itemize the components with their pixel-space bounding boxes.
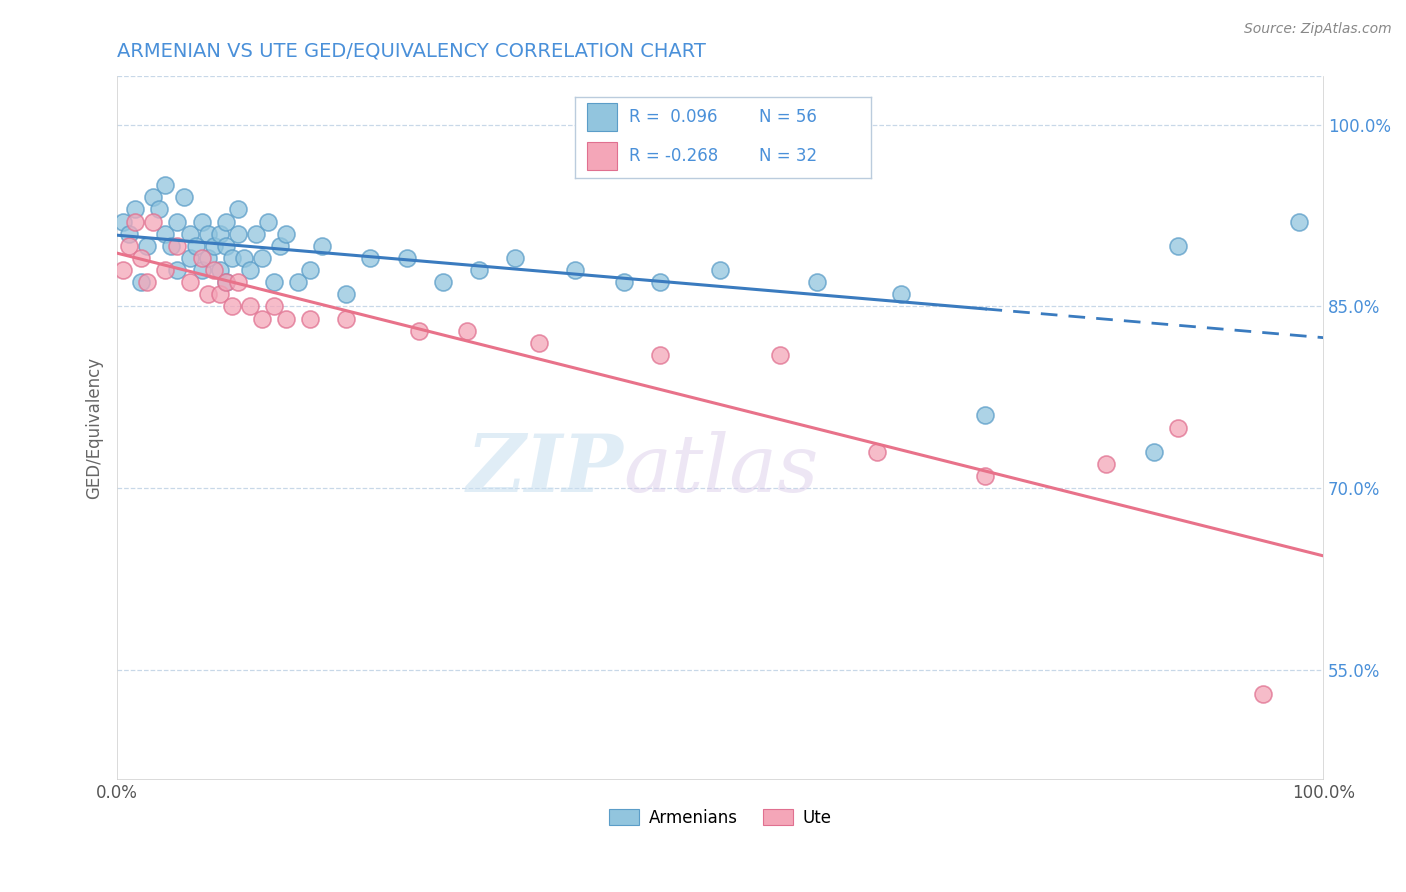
- Point: [613, 275, 636, 289]
- Point: [221, 300, 243, 314]
- Point: [202, 239, 225, 253]
- Point: [335, 287, 357, 301]
- Point: [468, 263, 491, 277]
- Point: [142, 214, 165, 228]
- Point: [184, 239, 207, 253]
- Point: [197, 251, 219, 265]
- Point: [564, 263, 586, 277]
- Point: [179, 275, 201, 289]
- Point: [287, 275, 309, 289]
- Point: [648, 275, 671, 289]
- Point: [232, 251, 254, 265]
- Point: [202, 263, 225, 277]
- Point: [208, 287, 231, 301]
- Point: [155, 227, 177, 241]
- Point: [124, 202, 146, 217]
- Point: [208, 263, 231, 277]
- Point: [179, 227, 201, 241]
- Point: [226, 227, 249, 241]
- Point: [395, 251, 418, 265]
- Point: [179, 251, 201, 265]
- Point: [190, 214, 212, 228]
- Point: [226, 275, 249, 289]
- Point: [124, 214, 146, 228]
- Point: [131, 251, 153, 265]
- Point: [456, 324, 478, 338]
- Text: ARMENIAN VS UTE GED/EQUIVALENCY CORRELATION CHART: ARMENIAN VS UTE GED/EQUIVALENCY CORRELAT…: [117, 42, 706, 61]
- Point: [208, 227, 231, 241]
- Point: [432, 275, 454, 289]
- Point: [239, 263, 262, 277]
- Text: ZIP: ZIP: [467, 431, 624, 508]
- Point: [250, 311, 273, 326]
- Point: [221, 251, 243, 265]
- Point: [148, 202, 170, 217]
- Point: [190, 251, 212, 265]
- Point: [1288, 214, 1310, 228]
- Point: [408, 324, 430, 338]
- Point: [311, 239, 333, 253]
- Point: [250, 251, 273, 265]
- Text: atlas: atlas: [624, 431, 820, 508]
- Point: [131, 275, 153, 289]
- Point: [136, 239, 159, 253]
- Point: [806, 275, 828, 289]
- Point: [299, 311, 322, 326]
- Point: [112, 214, 135, 228]
- Point: [866, 444, 889, 458]
- Point: [155, 263, 177, 277]
- Y-axis label: GED/Equivalency: GED/Equivalency: [86, 357, 103, 499]
- Point: [160, 239, 183, 253]
- Point: [335, 311, 357, 326]
- Point: [142, 190, 165, 204]
- Point: [974, 469, 997, 483]
- Point: [136, 275, 159, 289]
- Point: [118, 227, 141, 241]
- Point: [226, 202, 249, 217]
- Point: [190, 263, 212, 277]
- Point: [155, 178, 177, 193]
- Point: [215, 275, 238, 289]
- Point: [529, 335, 551, 350]
- Point: [166, 239, 188, 253]
- Point: [166, 214, 188, 228]
- Point: [118, 239, 141, 253]
- Point: [974, 409, 997, 423]
- Point: [1143, 444, 1166, 458]
- Legend: Armenians, Ute: Armenians, Ute: [602, 803, 838, 834]
- Point: [215, 239, 238, 253]
- Point: [299, 263, 322, 277]
- Point: [648, 348, 671, 362]
- Point: [359, 251, 381, 265]
- Point: [215, 214, 238, 228]
- Point: [503, 251, 526, 265]
- Point: [769, 348, 792, 362]
- Point: [890, 287, 912, 301]
- Point: [239, 300, 262, 314]
- Point: [1095, 457, 1118, 471]
- Point: [274, 227, 297, 241]
- Point: [257, 214, 280, 228]
- Point: [197, 227, 219, 241]
- Point: [263, 300, 285, 314]
- Point: [215, 275, 238, 289]
- Point: [1167, 420, 1189, 434]
- Text: Source: ZipAtlas.com: Source: ZipAtlas.com: [1244, 22, 1392, 37]
- Point: [197, 287, 219, 301]
- Point: [166, 263, 188, 277]
- Point: [1167, 239, 1189, 253]
- Point: [1251, 687, 1274, 701]
- Point: [263, 275, 285, 289]
- Point: [274, 311, 297, 326]
- Point: [245, 227, 267, 241]
- Point: [709, 263, 731, 277]
- Point: [112, 263, 135, 277]
- Point: [269, 239, 291, 253]
- Point: [173, 190, 195, 204]
